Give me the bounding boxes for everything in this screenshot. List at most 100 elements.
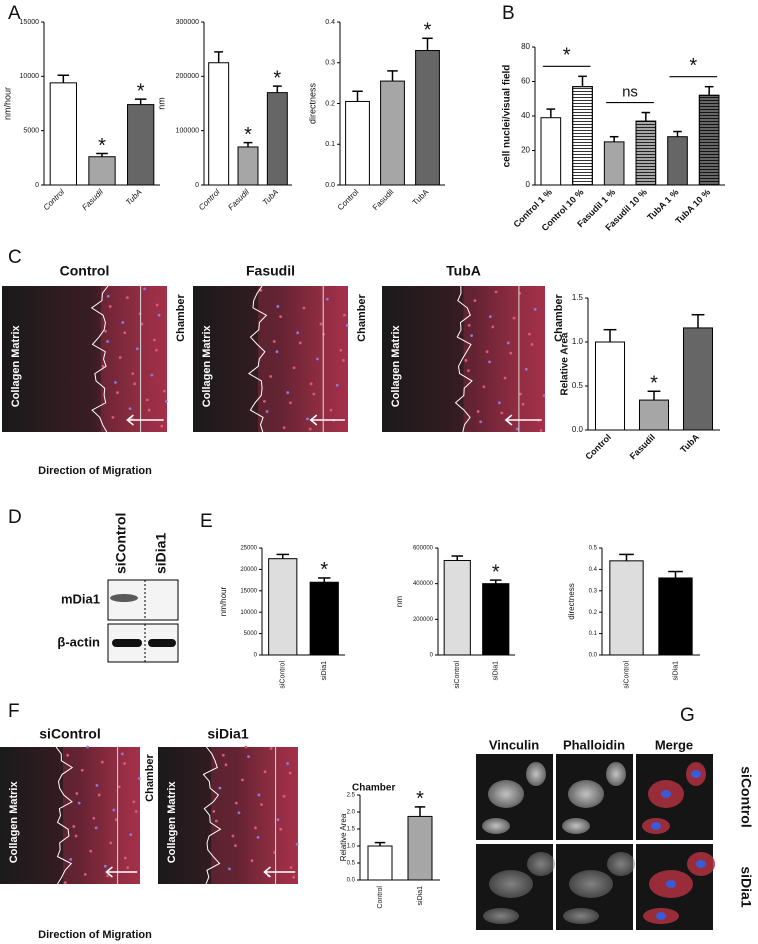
y-tick-label: 80 [521, 42, 530, 51]
cell-dot [276, 305, 280, 308]
y-axis-label: nm/hour [2, 87, 12, 120]
significance-mark: * [320, 559, 328, 581]
cell-dot [295, 842, 299, 846]
cell-dot [150, 373, 154, 377]
x-tick-label: siDia1 [672, 661, 679, 681]
cell [482, 818, 510, 834]
row-label: mDia1 [61, 591, 100, 606]
y-tick-label: 0.5 [347, 861, 356, 867]
cell-dot [272, 340, 276, 343]
cell-dot [542, 394, 546, 397]
cell-dot [312, 392, 316, 396]
micrograph [0, 747, 140, 884]
cell-dot [488, 360, 491, 364]
y-axis-label: Relative Area [560, 332, 571, 395]
bar [268, 558, 298, 656]
panel-letter: B [502, 3, 515, 24]
x-tick-label: siControl [454, 661, 461, 689]
cell [526, 762, 546, 786]
bar [667, 136, 688, 186]
cell-dot [521, 402, 525, 406]
cell-dot [117, 785, 121, 789]
column-label: Vinculin [489, 737, 539, 752]
cell-dot [329, 408, 333, 412]
cell-dot [260, 803, 263, 806]
y-tick-label: 200000 [413, 617, 434, 623]
y-tick-label: 0.3 [589, 588, 598, 594]
cell-dot [506, 341, 510, 345]
x-tick-label: TubA [678, 432, 701, 455]
cell-dot [262, 399, 266, 403]
y-tick-label: 0 [526, 180, 531, 189]
region-label: Collagen Matrix [8, 781, 20, 864]
cell-dot [63, 881, 67, 885]
significance-mark: * [650, 373, 658, 395]
y-tick-label: 5000 [244, 631, 258, 637]
cell-dot [133, 382, 137, 386]
panel-letter: E [200, 511, 213, 532]
cell-dot [319, 322, 323, 326]
y-tick-label: 0.0 [347, 878, 356, 884]
cell-dot [256, 836, 260, 839]
cell-dot [479, 420, 483, 424]
cell-dot [234, 801, 238, 805]
x-tick-label: TubA [124, 188, 143, 207]
bar [367, 845, 393, 881]
bar [345, 100, 370, 186]
cell-dot [476, 410, 480, 413]
bar-hatch [698, 94, 720, 186]
cell-dot [123, 762, 126, 765]
cell-dot [519, 392, 522, 396]
cell-dot [145, 398, 149, 402]
row-label: β-actin [57, 634, 100, 649]
bar [482, 583, 510, 656]
y-tick-label: 10000 [240, 610, 257, 616]
cell-dot [143, 287, 146, 291]
cell-dot [292, 875, 296, 879]
y-tick-label: 0.2 [325, 100, 335, 107]
bar [208, 62, 230, 186]
y-tick-label: 600000 [413, 546, 434, 552]
cell-dot [106, 340, 109, 343]
bar [638, 399, 670, 431]
cell-dot [282, 426, 286, 430]
cell-dot [296, 331, 300, 335]
nucleus [661, 790, 671, 798]
y-tick-label: 40 [521, 111, 530, 120]
band [148, 639, 176, 647]
cell-dot [228, 867, 231, 871]
cell-dot [224, 763, 228, 767]
bar [237, 146, 259, 186]
row-label: siDia1 [738, 866, 754, 907]
cell-dot [309, 382, 313, 386]
cell-dot [212, 809, 216, 813]
y-axis-label: directness [567, 583, 576, 619]
bar-hatch [572, 86, 593, 186]
cell-dot [339, 348, 343, 352]
cell-dot [530, 343, 534, 346]
cell-dot [342, 359, 345, 362]
cell [569, 870, 613, 898]
cell-dot [155, 303, 159, 307]
y-tick-label: 20000 [240, 567, 257, 573]
bar [594, 341, 626, 431]
y-tick-label: 0.1 [589, 631, 598, 637]
cell-dot [286, 762, 289, 765]
x-tick-label: TubA [261, 188, 280, 207]
y-tick-label: 0 [254, 653, 258, 659]
cell-dot [503, 376, 507, 380]
lane-label: siDia1 [153, 533, 169, 574]
cell-dot [286, 391, 290, 394]
front-outline [202, 746, 222, 885]
y-tick-label: 1.5 [572, 293, 584, 302]
bar-hatch [635, 120, 657, 186]
migration-front [63, 747, 140, 884]
bar [540, 117, 562, 186]
y-tick-label: 0 [430, 653, 434, 659]
significance-mark: * [492, 561, 500, 583]
migration-front [101, 286, 167, 432]
x-tick-label: siDia1 [417, 886, 424, 906]
x-tick-label: Control [197, 187, 222, 212]
bar [609, 560, 644, 656]
